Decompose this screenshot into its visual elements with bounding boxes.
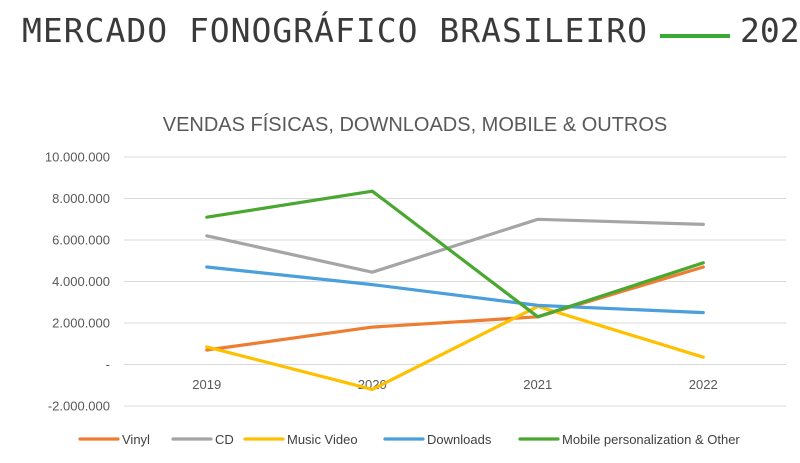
x-tick-label: 2021	[523, 377, 552, 392]
y-tick-label: -	[106, 357, 110, 372]
y-tick-label: 8.000.000	[52, 191, 110, 206]
legend-label-vinyl: Vinyl	[122, 432, 150, 447]
series-line-cd	[205, 217, 705, 274]
y-axis: 10.000.000 8.000.000 6.000.000 4.000.000 2.0…	[45, 150, 110, 414]
page-header: Mercado Fonográfico Brasileiro 2022	[22, 4, 800, 56]
legend-label-downloads: Downloads	[427, 432, 492, 447]
legend-label-mobile-personalization-other: Mobile personalization & Other	[562, 432, 740, 447]
y-tick-label: 6.000.000	[52, 233, 110, 248]
y-tick-label: 2.000.000	[52, 316, 110, 331]
x-tick-label: 2019	[192, 377, 221, 392]
chart-legend: Vinyl CD Music Video Downloads Mobile person…	[78, 432, 740, 447]
y-tick-label: -2.000.000	[48, 399, 110, 414]
y-tick-label: 4.000.000	[52, 274, 110, 289]
chart-title: VENDAS FÍSICAS, DOWNLOADS, MOBILE & OUTR…	[163, 113, 668, 136]
legend-label-cd: CD	[215, 432, 234, 447]
header-accent-bar	[660, 34, 731, 38]
legend-label-music-video: Music Video	[287, 432, 358, 447]
x-axis: 2019 2020 2021 2022	[192, 377, 717, 392]
y-tick-label: 10.000.000	[45, 150, 110, 165]
series-line-music-video	[205, 304, 705, 391]
page-title: Mercado Fonográfico Brasileiro	[22, 10, 649, 50]
series-line-vinyl	[205, 265, 705, 352]
x-tick-label: 2022	[689, 377, 718, 392]
series-line-downloads	[205, 265, 705, 315]
series-line-mobile-personalization-other	[205, 189, 705, 319]
header-year: 2022	[740, 10, 800, 50]
chart-series	[205, 189, 705, 391]
chart-gridlines	[124, 156, 786, 407]
